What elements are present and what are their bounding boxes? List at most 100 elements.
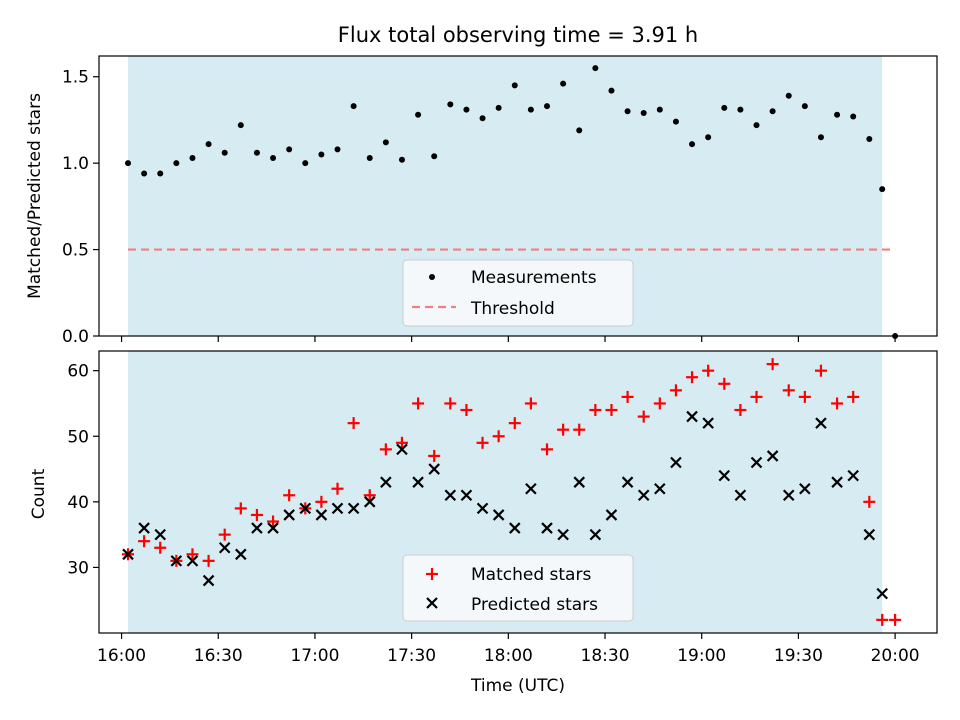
x-tick-label: 17:00 (290, 646, 339, 666)
data-point-predicted (492, 509, 505, 521)
data-point (737, 106, 744, 113)
data-point-predicted (508, 522, 521, 534)
data-point (592, 65, 599, 72)
data-point (640, 110, 647, 117)
bottom-x-axis: 16:00 16:30 17:00 17:30 18:00 18:30 19:00 19:30… (97, 633, 920, 666)
data-point-predicted (251, 522, 263, 534)
bottom-legend: Matched stars Predicted stars (402, 554, 634, 622)
data-point (479, 115, 486, 122)
data-point-matched (718, 377, 731, 390)
data-point (817, 134, 824, 141)
data-point (624, 108, 631, 115)
data-point (415, 111, 422, 118)
data-point-predicted (847, 469, 859, 482)
data-point (495, 104, 502, 111)
data-point-predicted (444, 489, 457, 502)
data-point (879, 186, 886, 193)
data-point (382, 139, 389, 146)
data-point-matched (798, 390, 811, 403)
data-point (866, 135, 873, 142)
chart-title: Flux total observing time = 3.91 h (338, 23, 698, 47)
data-point-predicted (557, 528, 569, 541)
data-point-matched (524, 397, 537, 410)
y-tick-label: 0.5 (62, 241, 89, 261)
data-point (785, 92, 792, 99)
data-point (398, 156, 405, 163)
data-point-matched (782, 384, 795, 397)
data-point-matched (476, 436, 489, 449)
data-point-predicted (815, 417, 827, 429)
legend-measurements-marker (429, 274, 435, 280)
y-tick-label: 1.5 (62, 68, 89, 88)
data-point-predicted (686, 410, 698, 423)
data-point-predicted (541, 522, 553, 534)
data-point-matched (589, 404, 602, 417)
data-point-predicted (331, 502, 344, 515)
data-point (189, 154, 196, 161)
data-point-predicted (766, 450, 779, 462)
data-point-predicted (831, 476, 843, 488)
bottom-y-axis-label: Count (29, 468, 49, 519)
data-point-predicted (734, 489, 747, 502)
data-point-predicted (605, 509, 618, 521)
legend-matched-marker (426, 568, 438, 580)
data-point (850, 113, 857, 120)
x-tick-label: 18:00 (484, 646, 533, 666)
data-point-predicted (138, 522, 150, 534)
data-point-predicted (202, 574, 215, 587)
data-point-matched (734, 404, 747, 417)
data-point (672, 118, 679, 125)
data-point-predicted (876, 587, 888, 600)
top-panel: 0.0 0.5 1.0 1.5 Matched/Predicted stars Mea… (25, 55, 938, 347)
data-point-matched (557, 423, 570, 436)
y-tick-label: 60 (67, 362, 89, 382)
data-point-matched (363, 489, 376, 502)
data-point (656, 106, 663, 113)
data-point-matched (653, 397, 666, 410)
data-point-matched (889, 613, 902, 626)
data-point-matched (831, 397, 844, 410)
top-y-axis: 0.0 0.5 1.0 1.5 (62, 68, 99, 347)
data-point (721, 104, 728, 111)
data-point-matched (331, 482, 344, 495)
data-point-predicted (347, 502, 360, 515)
data-point-predicted (170, 555, 183, 567)
data-point-matched (637, 410, 650, 423)
data-point (769, 108, 776, 115)
data-point-matched (283, 489, 296, 502)
x-tick-label: 19:30 (774, 646, 823, 666)
data-point-predicted (235, 548, 247, 561)
data-point-matched (492, 430, 505, 443)
top-x-ticks (120, 336, 896, 342)
data-point-predicted (460, 489, 473, 502)
data-point-predicted (267, 522, 279, 534)
data-point-matched (267, 515, 280, 528)
data-point (834, 111, 841, 118)
data-point-matched (573, 423, 586, 436)
data-point (463, 106, 470, 113)
bottom-plot-frame (98, 350, 938, 634)
y-tick-label: 50 (67, 427, 89, 447)
data-point-predicted (476, 502, 489, 515)
data-point (237, 122, 244, 129)
data-point-predicted (863, 528, 876, 541)
data-point (753, 122, 760, 129)
data-point (511, 82, 518, 89)
data-point-predicted (589, 528, 602, 541)
legend-threshold-label: Threshold (470, 299, 555, 319)
bottom-legend-box (402, 554, 634, 622)
data-point-predicted (396, 443, 408, 456)
y-tick-label: 1.0 (62, 154, 89, 174)
x-tick-label: 19:00 (677, 646, 726, 666)
data-point-matched (814, 364, 827, 377)
data-point-matched (686, 371, 699, 384)
data-point-matched (250, 508, 263, 521)
data-point-predicted (363, 496, 376, 508)
data-point-matched (702, 364, 715, 377)
data-point (141, 170, 148, 177)
data-point-matched (347, 417, 360, 430)
data-point-predicted (315, 509, 328, 521)
data-point (157, 170, 164, 177)
